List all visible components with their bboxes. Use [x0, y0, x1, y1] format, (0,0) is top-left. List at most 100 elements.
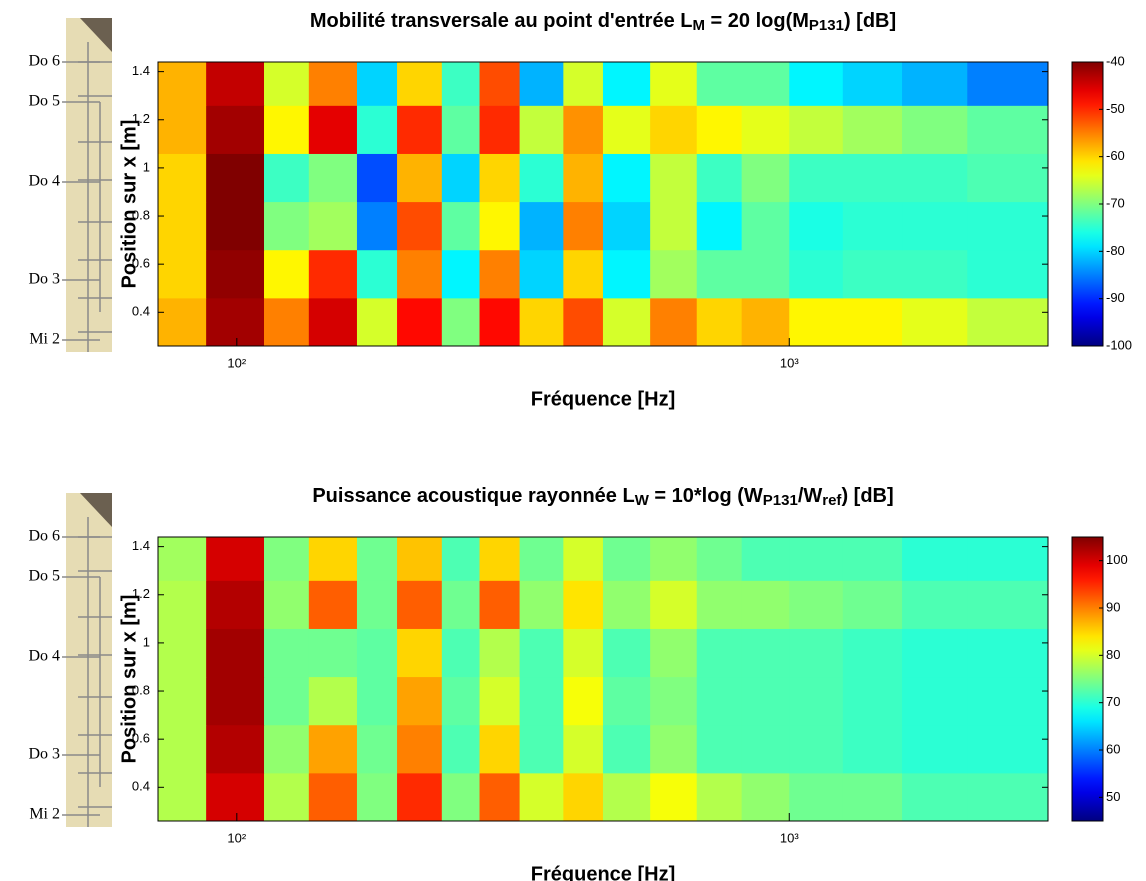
heatmap-cell — [308, 153, 358, 203]
heatmap-cell — [789, 537, 844, 581]
heatmap-cell — [563, 62, 604, 106]
colorbar-tick-label: -80 — [1106, 243, 1125, 258]
y-tick-label: 1 — [143, 159, 150, 174]
heatmap-cell — [602, 297, 651, 347]
heatmap-cell — [479, 62, 521, 106]
heatmap-cell — [308, 724, 358, 774]
colorbar-tick-label: -100 — [1106, 337, 1132, 352]
heatmap-cell — [741, 628, 790, 678]
heatmap-cell — [519, 580, 564, 629]
heatmap-cell — [650, 249, 698, 299]
heatmap-cell — [441, 724, 481, 774]
heatmap-cell — [441, 580, 481, 629]
heatmap-cell — [741, 724, 790, 774]
heatmap-cell — [479, 676, 521, 726]
heatmap-cell — [842, 724, 903, 774]
heatmap-cell — [902, 537, 968, 581]
heatmap-cell — [519, 62, 564, 106]
heatmap-cell — [206, 772, 265, 822]
heatmap-cell — [308, 676, 358, 726]
heatmap-cell — [902, 724, 968, 774]
colorbar-tick-label: 50 — [1106, 789, 1120, 804]
heatmap-cell — [789, 676, 844, 726]
heatmap-cell — [441, 249, 481, 299]
note-label: Do 5 — [28, 93, 60, 110]
title-subscript: M — [692, 17, 705, 34]
heatmap-cell — [563, 724, 604, 774]
heatmap-cell — [602, 772, 651, 822]
heatmap-cell — [967, 537, 1049, 581]
heatmap-cell — [696, 537, 743, 581]
colorbar-tick-label: 90 — [1106, 599, 1120, 614]
heatmap-cell — [902, 772, 968, 822]
heatmap-cell — [356, 580, 398, 629]
heatmap-cell — [789, 724, 844, 774]
colorbar-tick-label: -40 — [1106, 53, 1125, 68]
heatmap-cell — [789, 249, 844, 299]
heatmap-cell — [519, 297, 564, 347]
heatmap-cell — [441, 201, 481, 251]
heatmap-cell — [789, 105, 844, 154]
heatmap-cell — [397, 201, 443, 251]
heatmap-cell — [206, 676, 265, 726]
heatmap-cell — [206, 62, 265, 106]
heatmap-cell — [741, 249, 790, 299]
heatmap-cell — [206, 249, 265, 299]
heatmap-cell — [479, 201, 521, 251]
heatmap-cell — [602, 628, 651, 678]
y-tick-label: 0.4 — [132, 779, 150, 794]
heatmap-cell — [741, 580, 790, 629]
heatmap-cell — [789, 153, 844, 203]
heatmap-cell — [902, 628, 968, 678]
piano-strip — [66, 493, 112, 827]
heatmap-cell — [264, 537, 310, 581]
heatmap-cell — [397, 297, 443, 347]
heatmap-cell — [308, 249, 358, 299]
heatmap-cell — [158, 580, 207, 629]
note-label: Mi 2 — [29, 806, 60, 823]
heatmap-cell — [264, 297, 310, 347]
heatmap-cell — [519, 249, 564, 299]
y-tick-label: 1.4 — [132, 63, 150, 78]
heatmap-cell — [789, 62, 844, 106]
heatmap-cell — [563, 628, 604, 678]
heatmap-cell — [563, 249, 604, 299]
heatmap-cell — [264, 105, 310, 154]
heatmap-cell — [967, 62, 1049, 106]
heatmap-cell — [206, 580, 265, 629]
heatmap-cell — [842, 628, 903, 678]
heatmap-cell — [902, 105, 968, 154]
heatmap-cell — [602, 249, 651, 299]
heatmap-cell — [441, 676, 481, 726]
heatmap-cell — [842, 153, 903, 203]
heatmap-cell — [967, 105, 1049, 154]
heatmap-cell — [158, 772, 207, 822]
x-axis-label: Fréquence [Hz] — [531, 863, 675, 881]
y-tick-label: 0.6 — [132, 256, 150, 271]
colorbar-tick-label: -90 — [1106, 290, 1125, 305]
note-label: Mi 2 — [29, 331, 60, 348]
heatmap-cell — [741, 105, 790, 154]
heatmap-cell — [356, 62, 398, 106]
heatmap-cell — [158, 628, 207, 678]
heatmap-cell — [602, 62, 651, 106]
heatmap-cell — [356, 249, 398, 299]
heatmap-cell — [308, 201, 358, 251]
title-part: = 20 log(M — [705, 10, 809, 32]
heatmap-cell — [356, 628, 398, 678]
heatmap-cell — [158, 676, 207, 726]
heatmap-cell — [158, 105, 207, 154]
heatmap-cell — [206, 628, 265, 678]
heatmap-cell — [650, 772, 698, 822]
heatmap-cell — [479, 153, 521, 203]
heatmap-cell — [563, 153, 604, 203]
heatmap-cell — [479, 580, 521, 629]
colorbar-tick-label: -50 — [1106, 101, 1125, 116]
heatmap-cell — [479, 249, 521, 299]
heatmap-cell — [789, 628, 844, 678]
heatmap-cell — [158, 153, 207, 203]
heatmap-cell — [696, 580, 743, 629]
heatmap-cell — [519, 537, 564, 581]
heatmap-cell — [842, 249, 903, 299]
